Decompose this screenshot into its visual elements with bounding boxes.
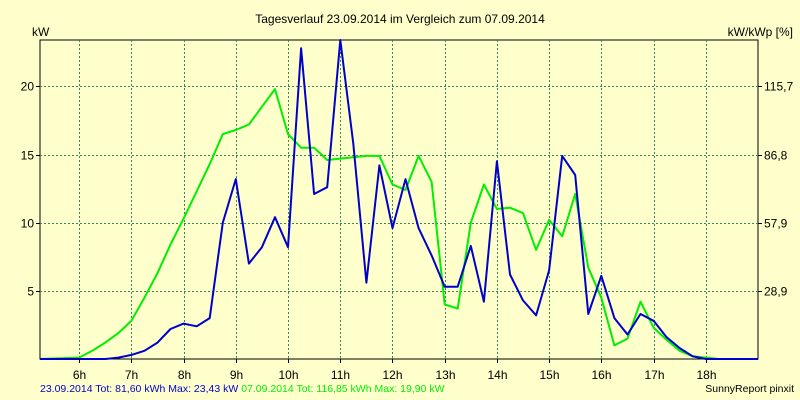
x-tick-label: 18h	[696, 368, 716, 382]
x-tick-label: 15h	[539, 368, 559, 382]
series-line-1	[40, 39, 758, 360]
chart-title: Tagesverlauf 23.09.2014 im Vergleich zum…	[255, 12, 545, 26]
footer-summary: 23.09.2014 Tot: 81,60 kWh Max: 23,43 kW …	[40, 383, 445, 395]
y-tick-label-right: 115,7	[764, 80, 793, 94]
x-tick-label: 8h	[178, 368, 191, 382]
x-tick-label: 13h	[435, 368, 455, 382]
y-tick-label-left: 10	[21, 217, 35, 231]
tick-labels: 6h 7h 8h 9h 10h 11h 12h 13h 14h 15h 16h 17h 18h 5 28,9…	[21, 80, 794, 383]
x-tick-label: 7h	[125, 368, 138, 382]
x-tick-label: 12h	[382, 368, 402, 382]
series-layer	[39, 39, 758, 360]
x-tick-label: 16h	[591, 368, 611, 382]
y-tick-label-right: 57,9	[764, 217, 788, 231]
y-axis-label-right: kW/kWp [%]	[728, 25, 793, 39]
x-tick-label: 11h	[331, 368, 350, 382]
y-tick-label-left: 15	[21, 149, 35, 163]
y-tick-label-left: 20	[21, 80, 35, 94]
x-tick-label: 14h	[487, 368, 507, 382]
x-tick-label: 17h	[644, 368, 664, 382]
credit-label: SunnyReport pinxit	[705, 383, 794, 395]
series2-summary: 07.09.2014 Tot: 116,85 kWh Max: 19,90 kW	[241, 383, 445, 395]
y-tick-label-left: 5	[27, 285, 34, 299]
y-tick-label-right: 86,8	[764, 149, 788, 163]
y-tick-label-right: 28,9	[764, 285, 788, 299]
plot-area	[39, 39, 759, 360]
y-axis-label-left: kW	[32, 25, 50, 39]
x-tick-label: 9h	[230, 368, 243, 382]
x-tick-label: 10h	[278, 368, 298, 382]
x-tick-label: 6h	[73, 368, 86, 382]
grid	[40, 40, 758, 359]
series1-summary: 23.09.2014 Tot: 81,60 kWh Max: 23,43 kW	[40, 383, 239, 395]
